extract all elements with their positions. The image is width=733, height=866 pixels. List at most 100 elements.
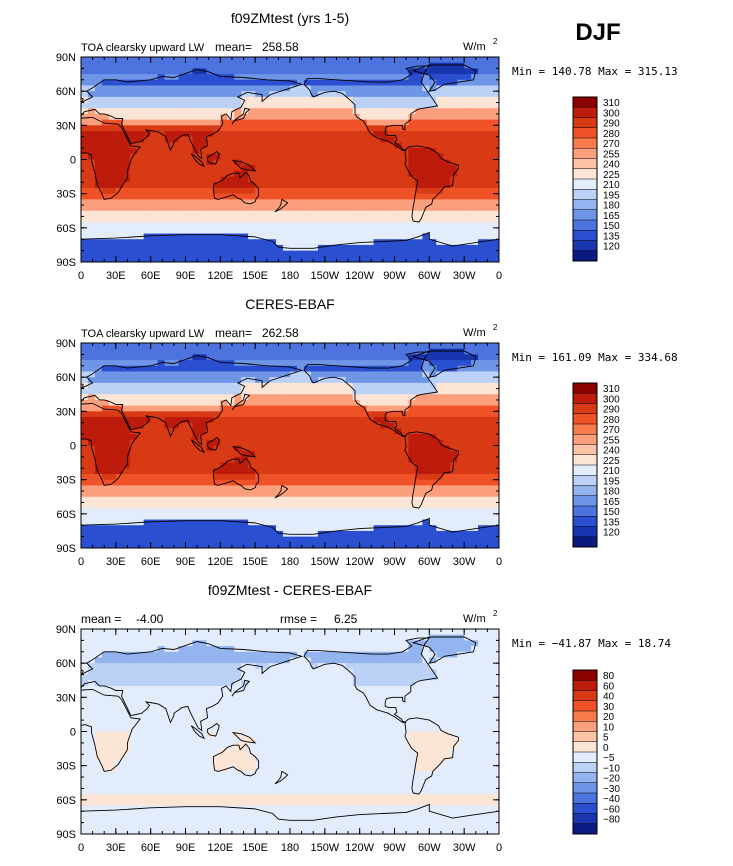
lon-tick-label: 0 xyxy=(78,842,84,854)
colorbar-label: 255 xyxy=(603,149,620,160)
colorbar-swatch xyxy=(573,721,597,732)
colorbar-label: 80 xyxy=(603,671,615,682)
lat-tick-label: 30S xyxy=(56,475,76,487)
colorbar-label: −5 xyxy=(603,753,615,764)
colorbar-swatch xyxy=(573,434,597,445)
colorbar-label: 120 xyxy=(603,528,620,539)
lon-tick-label: 0 xyxy=(78,556,84,568)
colorbar-label: 280 xyxy=(603,415,620,426)
colorbar-swatch xyxy=(573,189,597,200)
colorbar-swatch xyxy=(573,823,597,835)
panel-stat2-value: 6.25 xyxy=(334,612,358,626)
panel-stat1-label: mean= xyxy=(215,40,252,54)
colorbar-swatch xyxy=(573,793,597,804)
colorbar-swatch xyxy=(573,772,597,784)
lat-tick-label: 90N xyxy=(56,338,76,350)
colorbar-label: 210 xyxy=(603,180,620,191)
colorbar-label: 210 xyxy=(603,466,620,477)
lon-tick-label: 60E xyxy=(141,556,161,568)
lon-tick-label: 180 xyxy=(281,270,299,282)
panel-units: W/m xyxy=(463,327,486,339)
colorbar-label: −80 xyxy=(603,815,620,826)
lat-tick-label: 90S xyxy=(56,543,76,555)
colorbar-label: 165 xyxy=(603,497,620,508)
lon-tick-label: 0 xyxy=(496,556,502,568)
lon-tick-label: 90E xyxy=(176,556,196,568)
colorbar-label: 60 xyxy=(603,681,615,692)
lon-tick-label: 150E xyxy=(242,556,268,568)
lat-tick-label: 0 xyxy=(70,155,76,167)
coastlines xyxy=(81,64,499,262)
lon-tick-label: 60W xyxy=(418,556,441,568)
colorbar-swatch xyxy=(573,424,597,435)
colorbar-label: 270 xyxy=(603,139,620,150)
coastlines xyxy=(81,636,499,834)
colorbar-label: 10 xyxy=(603,722,615,733)
lat-tick-label: 60N xyxy=(56,86,76,98)
lon-tick-label: 0 xyxy=(78,270,84,282)
lon-tick-label: 60E xyxy=(141,842,161,854)
colorbar-label: 310 xyxy=(603,384,620,395)
lat-tick-label: 60N xyxy=(56,658,76,670)
colorbar-swatch xyxy=(573,199,597,211)
colorbar-swatch xyxy=(573,495,597,507)
colorbar-swatch xyxy=(573,454,597,466)
lon-tick-label: 120W xyxy=(345,556,374,568)
map-panel-2: CERES-EBAF TOA clearsky upward LW mean= 262… xyxy=(56,296,678,568)
colorbar-label: −20 xyxy=(603,774,620,785)
colorbar-swatch xyxy=(573,230,597,241)
panel-stat1-label: mean= xyxy=(215,326,252,340)
colorbar-swatch xyxy=(573,670,597,681)
lat-tick-label: 30N xyxy=(56,406,76,418)
lon-tick-label: 60E xyxy=(141,270,161,282)
lon-tick-label: 120W xyxy=(345,842,374,854)
colorbar-swatch xyxy=(573,220,597,231)
panel-variable-label: TOA clearsky upward LW xyxy=(81,42,205,54)
colorbar: 3103002902802702552402252101951801651501… xyxy=(572,96,620,262)
colorbar-swatch xyxy=(573,117,597,129)
colorbar-swatch xyxy=(573,403,597,415)
lat-tick-label: 60S xyxy=(56,509,76,521)
lat-tick-label: 90N xyxy=(56,52,76,64)
colorbar-swatch xyxy=(573,813,597,825)
colorbar-label: 240 xyxy=(603,160,620,171)
colorbar-swatch xyxy=(573,680,597,691)
lon-tick-label: 120W xyxy=(345,270,374,282)
colorbar-swatch xyxy=(573,250,597,262)
colorbar-label: 0 xyxy=(603,743,609,754)
lon-tick-label: 90E xyxy=(176,842,196,854)
colorbar-swatch xyxy=(573,485,597,497)
panel-units: W/m xyxy=(463,613,486,625)
colorbar-label: 310 xyxy=(603,98,620,109)
colorbar-swatch xyxy=(573,383,597,394)
colorbar-swatch xyxy=(573,393,597,404)
panel-units-exponent: 2 xyxy=(493,37,498,46)
lon-tick-label: 60W xyxy=(418,842,441,854)
lon-tick-label: 0 xyxy=(496,842,502,854)
colorbar-swatch xyxy=(573,731,597,743)
colorbar-label: 225 xyxy=(603,170,620,181)
map-field xyxy=(81,343,499,548)
lon-tick-label: 60W xyxy=(418,270,441,282)
colorbar-label: 165 xyxy=(603,211,620,222)
map-panel-3: f09ZMtest - CERES-EBAF mean = -4.00 rmse = 6… xyxy=(56,582,672,854)
lon-tick-label: 120E xyxy=(207,270,233,282)
colorbar-swatch xyxy=(573,803,597,814)
lat-tick-label: 30N xyxy=(56,120,76,132)
lon-tick-label: 90W xyxy=(383,270,406,282)
colorbar-label: 300 xyxy=(603,394,620,405)
lon-tick-label: 90W xyxy=(383,556,406,568)
colorbar-label: 180 xyxy=(603,487,620,498)
lat-tick-label: 60S xyxy=(56,223,76,235)
lon-tick-label: 150W xyxy=(310,270,339,282)
colorbar-label: 240 xyxy=(603,446,620,457)
lon-tick-label: 180 xyxy=(281,842,299,854)
colorbar-swatch xyxy=(573,475,597,486)
panel-title: f09ZMtest - CERES-EBAF xyxy=(208,582,372,598)
colorbar-label: 120 xyxy=(603,242,620,253)
colorbar-label: 290 xyxy=(603,405,620,416)
lat-tick-label: 30N xyxy=(56,692,76,704)
panel-stat2-label: rmse = xyxy=(280,612,317,626)
panel-units-exponent: 2 xyxy=(493,323,498,332)
colorbar-swatch xyxy=(573,516,597,527)
